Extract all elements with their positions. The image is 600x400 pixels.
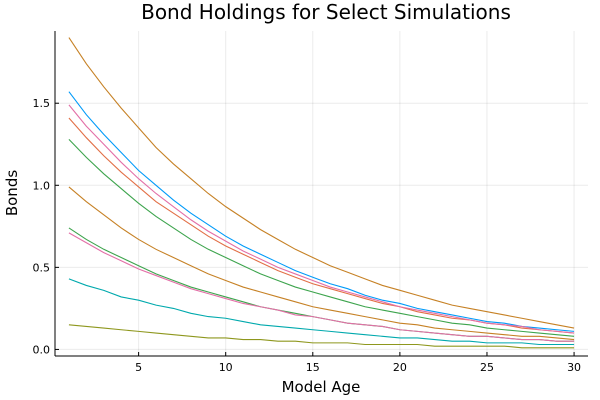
series-line-6 — [68, 186, 575, 341]
y-tick-label: 1.0 — [33, 179, 51, 192]
series-line-9 — [68, 278, 575, 346]
y-tick-label: 0.5 — [33, 261, 51, 274]
series-line-3 — [68, 117, 575, 334]
x-tick-label: 15 — [306, 361, 320, 374]
x-axis-label: Model Age — [282, 378, 361, 396]
series-line-8 — [68, 232, 575, 342]
x-tick-label: 30 — [567, 361, 581, 374]
y-axis-label: Bonds — [3, 170, 21, 216]
series-line-2 — [68, 91, 575, 332]
series-line-5 — [68, 138, 575, 337]
series-line-1 — [68, 37, 575, 329]
grid — [55, 31, 588, 356]
x-tick-label: 10 — [219, 361, 233, 374]
x-axis-ticks: 5 10 15 20 25 30 — [135, 352, 581, 374]
chart-title: Bond Holdings for Select Simulations — [141, 0, 511, 24]
x-tick-label: 20 — [393, 361, 407, 374]
y-axis-ticks: 0.0 0.5 1.0 1.5 — [33, 97, 59, 356]
y-tick-label: 0.0 — [33, 343, 51, 356]
y-tick-label: 1.5 — [33, 97, 51, 110]
x-tick-label: 25 — [480, 361, 494, 374]
series-line-10 — [68, 324, 575, 349]
x-tick-label: 5 — [135, 361, 142, 374]
series-line-4 — [68, 104, 575, 334]
series-lines — [68, 37, 575, 349]
